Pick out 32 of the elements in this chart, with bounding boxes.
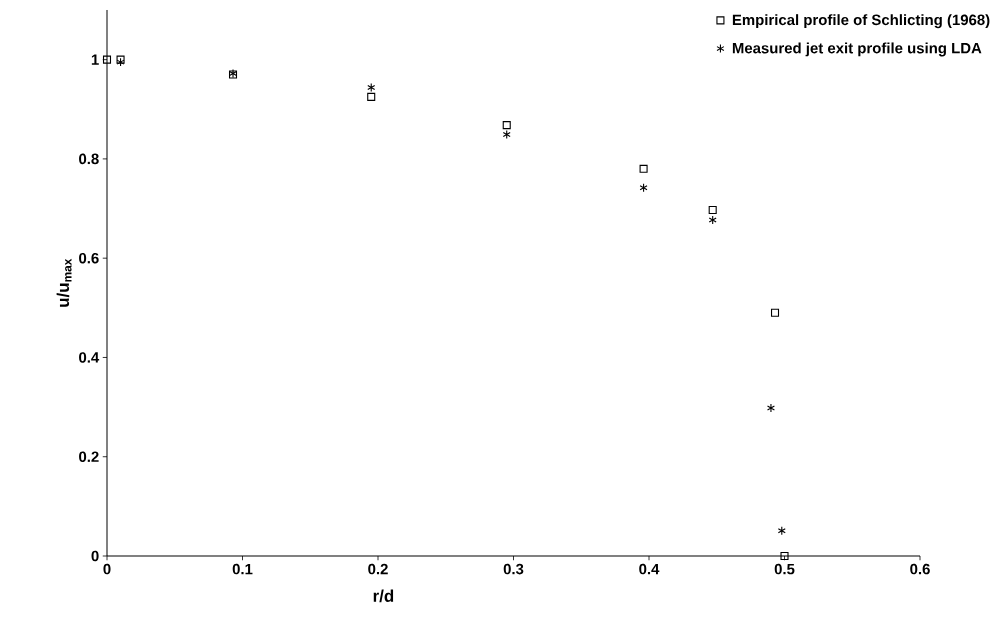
y-axis-title: u/u$_{max}$ [56,258,72,307]
point [777,526,786,536]
y-tick-label: 0.2 [79,451,99,463]
point [708,205,717,215]
point [502,121,511,130]
point [708,215,717,225]
y-tick-label: 1 [91,54,99,65]
x-tick-label: 0 [103,563,111,575]
point [780,551,789,561]
x-tick-label: 0.3 [503,563,524,575]
x-tick-label: 0.1 [232,563,253,575]
point [116,57,125,67]
point [367,92,376,101]
point [639,183,648,193]
point [770,308,780,317]
x-tick-label: 0.2 [368,563,388,575]
y-tick-label: 0.6 [79,252,99,264]
y-tick-label: 0 [91,550,99,562]
point [367,82,376,92]
x-tick-label: 0.6 [910,563,930,575]
x-axis-title: r/d [373,589,394,603]
point [766,403,775,413]
x-tick-label: 0.5 [774,563,795,575]
legend-label: Measured jet exit profile using LDA [732,42,982,57]
point [116,55,125,64]
x-tick-label: 0.4 [639,563,660,575]
point [102,55,112,64]
point [639,164,648,173]
point [502,130,511,140]
y-tick-label: 0.8 [79,153,99,165]
y-tick-label: 0.4 [79,352,100,363]
legend-label: Empirical profile of Schlicting (1968) [732,14,990,29]
